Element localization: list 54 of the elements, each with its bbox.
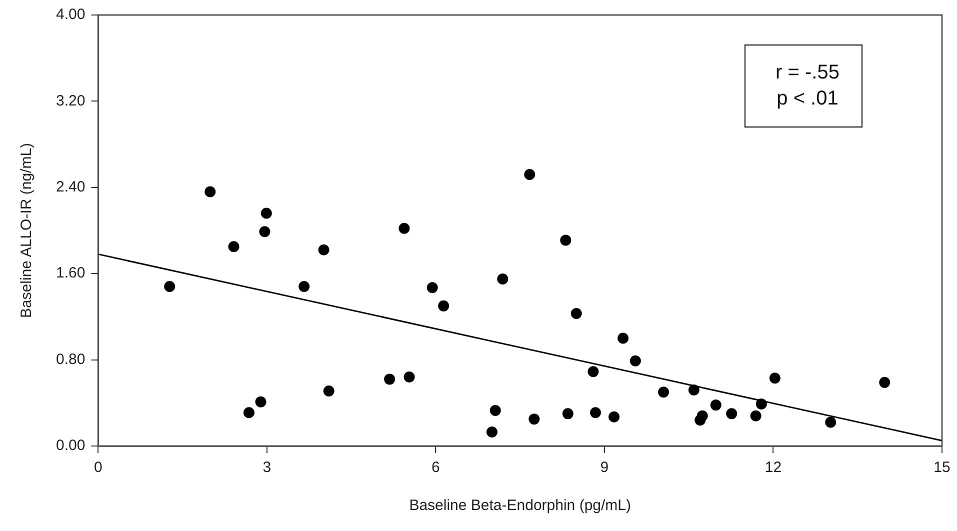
point <box>710 400 722 411</box>
point <box>259 226 270 238</box>
point <box>726 408 738 420</box>
point <box>298 281 310 292</box>
point <box>528 414 540 425</box>
point <box>384 374 396 385</box>
point <box>590 407 601 418</box>
point <box>323 386 334 397</box>
y-tick-label: 1.60 <box>56 264 86 282</box>
annotation: p < .01 <box>776 88 838 110</box>
y-tick-label: 2.40 <box>56 178 86 196</box>
point <box>562 408 574 420</box>
point <box>438 300 450 312</box>
point <box>204 186 216 198</box>
point <box>630 355 641 366</box>
point <box>260 208 272 219</box>
point <box>756 398 767 410</box>
x-tick-label: 15 <box>934 459 950 476</box>
point <box>688 384 700 396</box>
point <box>769 372 780 384</box>
point <box>228 241 240 252</box>
point <box>398 222 410 234</box>
point <box>825 416 836 428</box>
y-tick-label: 4.00 <box>56 6 86 24</box>
y-tick-label: 0.00 <box>56 437 86 454</box>
point <box>164 281 176 292</box>
point <box>560 234 572 246</box>
point <box>570 308 582 319</box>
x-tick-label: 3 <box>262 459 272 476</box>
point <box>658 386 670 398</box>
x-tick-label: 12 <box>764 459 782 476</box>
point <box>404 372 415 383</box>
point <box>255 396 266 408</box>
x-tick-label: 6 <box>432 459 440 476</box>
annotation: r = -.55 <box>776 62 840 84</box>
point <box>524 168 536 180</box>
point <box>497 273 508 284</box>
point <box>426 282 438 294</box>
x-tick-label: 9 <box>600 459 609 476</box>
point <box>608 411 620 422</box>
y-tick-label: 3.20 <box>56 92 86 110</box>
point <box>879 376 890 388</box>
point <box>618 332 629 344</box>
y-axis-title: Baseline ALLO-IR (ng/mL) <box>18 142 36 318</box>
point <box>318 244 330 256</box>
point <box>750 410 762 422</box>
point <box>490 404 501 416</box>
point <box>588 366 599 378</box>
x-axis-title: Baseline Beta-Endorphin (pg/mL) <box>409 497 631 514</box>
point <box>696 410 708 422</box>
x-tick-label: 0 <box>94 459 102 476</box>
y-tick-label: 0.80 <box>56 350 86 368</box>
point <box>243 407 254 418</box>
point <box>486 426 498 438</box>
